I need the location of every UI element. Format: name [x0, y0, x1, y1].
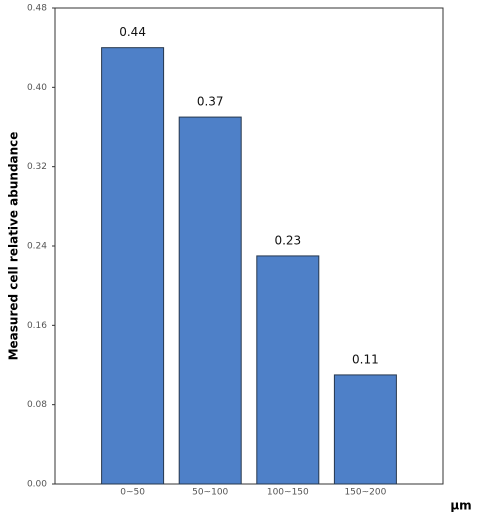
- x-tick-label: 0~50: [120, 488, 145, 498]
- y-axis-label: Measured cell relative abundance: [7, 132, 21, 361]
- value-label: 0.23: [274, 233, 301, 247]
- bar: [256, 255, 320, 485]
- x-tick-label: 50~100: [192, 488, 228, 498]
- y-tick-label: 0.32: [27, 162, 47, 172]
- bar: [333, 374, 397, 485]
- x-axis-label: μm: [450, 499, 471, 513]
- y-tick-label: 0.08: [27, 400, 47, 410]
- y-tick-label: 0.16: [27, 321, 47, 331]
- x-tick-label: 100~150: [267, 488, 309, 498]
- y-tick-label: 0.00: [27, 480, 47, 490]
- bar: [101, 47, 165, 485]
- y-tick-label: 0.40: [27, 83, 47, 93]
- y-tick-label: 0.24: [27, 242, 47, 252]
- value-label: 0.11: [352, 352, 379, 366]
- bar: [178, 116, 242, 485]
- y-tick-label: 0.48: [27, 4, 47, 14]
- x-tick-label: 150~200: [344, 488, 386, 498]
- value-label: 0.44: [119, 25, 146, 39]
- value-label: 0.37: [197, 95, 224, 109]
